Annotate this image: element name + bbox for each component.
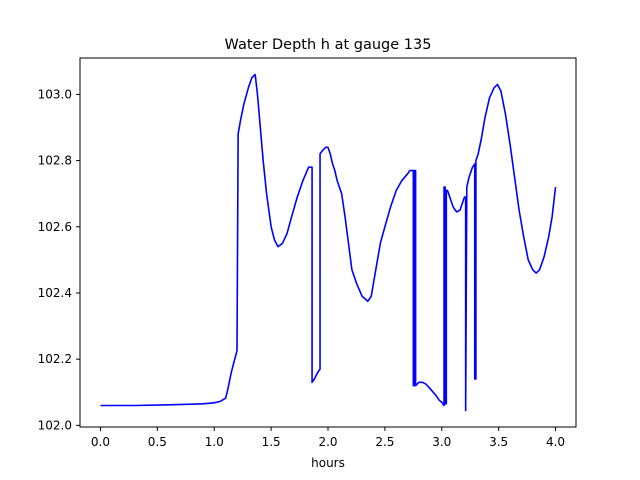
x-tick-label: 3.0	[432, 435, 451, 449]
y-axis: 102.0 102.2 102.4 102.6 102.8 103.0	[38, 87, 80, 432]
y-tick-label: 102.6	[38, 220, 72, 234]
y-tick-label: 102.2	[38, 352, 72, 366]
x-axis: 0.0 0.5 1.0 1.5 2.0 2.5 3.0 3.5 4.0	[91, 427, 565, 449]
x-tick-label: 0.5	[148, 435, 167, 449]
x-tick-label: 2.0	[318, 435, 337, 449]
x-tick-label: 2.5	[375, 435, 394, 449]
x-tick-label: 3.5	[489, 435, 508, 449]
series-line-0	[100, 73, 557, 412]
plot-area	[100, 73, 557, 412]
x-tick-label: 1.0	[205, 435, 224, 449]
y-tick-label: 103.0	[38, 87, 72, 101]
x-tick-label: 4.0	[546, 435, 565, 449]
x-tick-label: 1.5	[262, 435, 281, 449]
chart-title: Water Depth h at gauge 135	[225, 37, 432, 53]
y-tick-label: 102.0	[38, 418, 72, 432]
y-tick-label: 102.4	[38, 286, 72, 300]
axes-frame	[79, 57, 577, 428]
y-tick-label: 102.8	[38, 154, 72, 168]
x-tick-label: 0.0	[91, 435, 110, 449]
x-axis-label: hours	[311, 456, 345, 470]
